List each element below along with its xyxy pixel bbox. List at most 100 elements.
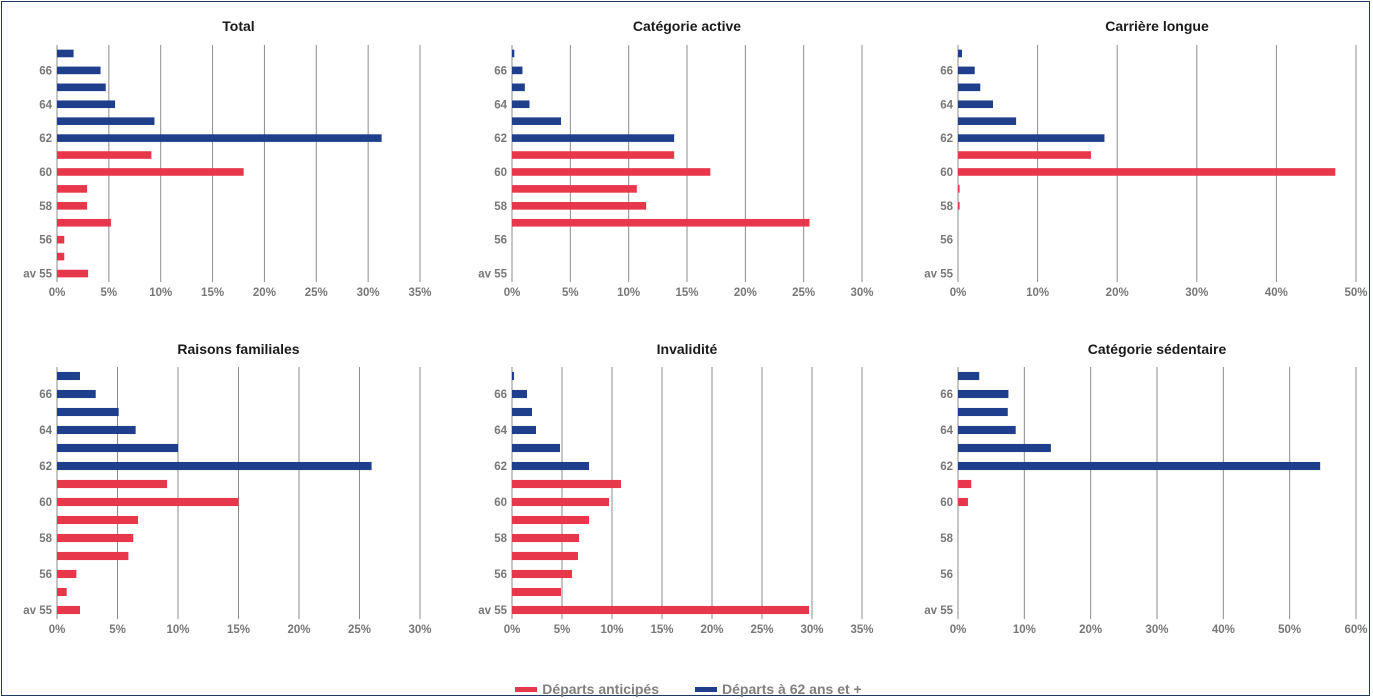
- x-tick-label: 40%: [1265, 287, 1288, 299]
- bar-at62-63: [958, 117, 1017, 125]
- x-tick-label: 25%: [305, 287, 328, 299]
- x-tick-label: 10%: [166, 624, 189, 636]
- x-tick-label: 5%: [562, 287, 579, 299]
- bar-at62-62: [512, 134, 675, 142]
- y-tick-label: 60: [494, 167, 507, 179]
- chart-title: Raisons familiales: [177, 341, 299, 357]
- bar-anticipated-58: [57, 533, 134, 543]
- bar-anticipated-59: [512, 515, 589, 525]
- x-tick-label: 20%: [700, 624, 723, 636]
- x-tick-label: 5%: [101, 287, 118, 299]
- y-tick-label: 56: [494, 569, 507, 581]
- bar-at62-63: [512, 117, 561, 125]
- chart-title: Carrière longue: [1105, 18, 1209, 34]
- bar-anticipated-56: [57, 569, 77, 579]
- bar-anticipated-61: [57, 151, 152, 159]
- y-tick-label: 62: [494, 461, 507, 473]
- bar-at62-64: [512, 425, 536, 435]
- bar-at62-65: [512, 407, 532, 417]
- y-tick-label: 66: [494, 389, 507, 401]
- legend-swatch-anticipated: [515, 686, 538, 692]
- y-tick-label: 60: [39, 167, 52, 179]
- bar-at62-66: [57, 389, 96, 399]
- bar-at62-65: [512, 83, 525, 92]
- bar-anticipated-55: [57, 252, 65, 261]
- x-tick-label: 10%: [1013, 624, 1036, 636]
- y-tick-label: 58: [940, 533, 953, 545]
- bar-at62-65: [958, 83, 981, 92]
- bar-anticipated-av55: [512, 605, 809, 615]
- bar-anticipated-58: [512, 533, 579, 543]
- x-tick-label: 60%: [1344, 624, 1367, 636]
- y-tick-label: 66: [494, 65, 507, 77]
- legend-label-anticipated: Départs anticipés: [542, 681, 660, 697]
- bar-anticipated-60: [958, 168, 1336, 176]
- x-tick-label: 30%: [1185, 287, 1208, 299]
- legend-item-anticipated: Départs anticipés: [515, 681, 659, 697]
- x-tick-label: 20%: [1079, 624, 1102, 636]
- x-tick-label: 20%: [287, 624, 310, 636]
- bar-at62-67: [958, 371, 980, 381]
- y-tick-label: 56: [494, 235, 507, 247]
- y-tick-label: 56: [940, 569, 953, 581]
- x-tick-label: 0%: [950, 287, 967, 299]
- bar-at62-67: [512, 371, 514, 381]
- y-tick-label: 58: [39, 533, 52, 545]
- bar-anticipated-57: [512, 551, 578, 561]
- y-tick-label: 62: [39, 461, 52, 473]
- bar-anticipated-60: [57, 497, 239, 507]
- x-tick-label: 50%: [1344, 287, 1367, 299]
- y-tick-label: av 55: [23, 605, 52, 617]
- y-tick-label: 66: [39, 65, 52, 77]
- bar-at62-65: [57, 83, 106, 92]
- bar-anticipated-55: [57, 587, 67, 597]
- x-tick-label: 25%: [750, 624, 773, 636]
- bar-anticipated-60: [57, 168, 244, 176]
- x-tick-label: 0%: [504, 287, 521, 299]
- y-tick-label: 60: [39, 497, 52, 509]
- y-tick-label: av 55: [23, 269, 52, 281]
- bar-at62-66: [958, 389, 1009, 399]
- x-tick-label: 35%: [850, 624, 873, 636]
- x-tick-label: 30%: [800, 624, 823, 636]
- bar-anticipated-av55: [57, 605, 80, 615]
- y-tick-label: 60: [940, 497, 953, 509]
- y-tick-label: 58: [494, 201, 507, 213]
- y-tick-label: 58: [940, 201, 953, 213]
- y-tick-label: av 55: [478, 605, 507, 617]
- y-tick-label: av 55: [478, 269, 507, 281]
- x-tick-label: 15%: [650, 624, 673, 636]
- x-tick-label: 20%: [253, 287, 276, 299]
- bar-at62-62: [512, 461, 589, 471]
- bar-at62-63: [57, 117, 155, 125]
- bar-at62-67: [57, 49, 74, 58]
- bar-anticipated-56: [512, 569, 572, 579]
- y-tick-label: 56: [39, 235, 52, 247]
- y-tick-label: 56: [940, 235, 953, 247]
- x-tick-label: 15%: [227, 624, 250, 636]
- y-tick-label: 62: [940, 133, 953, 145]
- chart-panel-1: Total 0% 5% 10% 15% 20% 25% 30% 35% av 55 56 58 60 62…: [23, 18, 431, 299]
- bar-anticipated-55: [512, 587, 561, 597]
- bar-anticipated-59: [57, 515, 139, 525]
- chart-title: Catégorie sédentaire: [1088, 341, 1227, 357]
- bar-at62-66: [512, 389, 527, 399]
- bar-at62-63: [958, 443, 1051, 453]
- bar-at62-64: [958, 100, 994, 109]
- y-tick-label: 66: [39, 389, 52, 401]
- bar-at62-62: [958, 134, 1105, 142]
- x-tick-label: 20%: [1106, 287, 1129, 299]
- bar-anticipated-59: [57, 185, 88, 193]
- bar-at62-63: [512, 443, 560, 453]
- y-tick-label: av 55: [924, 605, 953, 617]
- bar-anticipated-57: [57, 218, 111, 227]
- bar-at62-62: [57, 461, 372, 471]
- bar-at62-64: [958, 425, 1016, 435]
- bar-anticipated-59: [512, 185, 637, 193]
- bar-anticipated-60: [512, 168, 711, 176]
- y-tick-label: 66: [940, 389, 953, 401]
- bar-anticipated-57: [57, 551, 129, 561]
- bar-at62-66: [512, 66, 523, 75]
